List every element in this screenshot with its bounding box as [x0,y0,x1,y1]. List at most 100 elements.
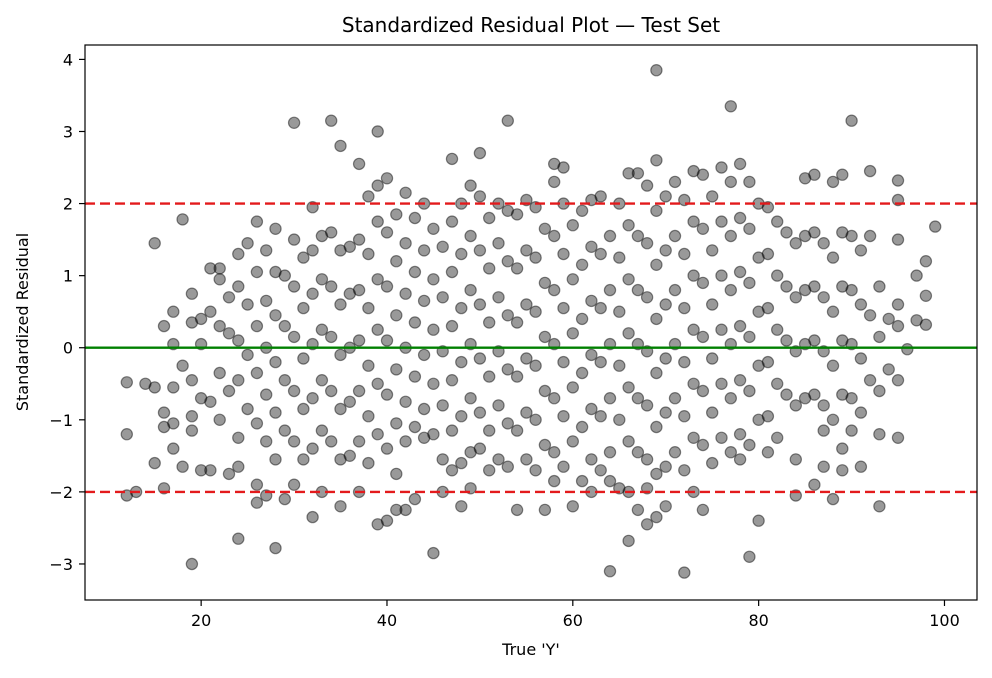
data-point [362,410,375,423]
data-point [185,557,199,571]
data-point [594,247,607,261]
data-point [232,532,245,545]
data-point [826,251,840,264]
data-point [120,428,134,441]
data-point [761,446,775,459]
data-point [743,550,756,564]
data-point [557,301,570,315]
data-point [260,388,273,401]
data-point [334,244,347,257]
data-point [325,384,338,398]
data-point [557,355,570,369]
data-point [371,323,384,336]
data-point [538,276,552,290]
data-point [566,381,580,394]
data-point [548,157,561,171]
data-point [873,280,886,293]
data-point [594,301,607,315]
data-point [529,413,542,426]
data-point [845,283,858,297]
y-tick-label: 4 [63,50,73,69]
data-point [891,319,905,333]
data-point [919,255,933,268]
data-point [724,446,738,459]
data-point [836,280,849,293]
data-point [473,190,487,203]
data-point [733,265,747,279]
data-point [287,435,301,448]
data-point [780,388,793,401]
data-point [566,435,580,448]
data-point [473,406,487,419]
data-point [548,446,561,459]
data-point [640,518,654,531]
data-point [603,229,617,243]
data-point [863,309,877,322]
data-point [696,330,710,344]
data-point [241,402,254,416]
data-point [213,319,226,333]
data-point [650,366,663,380]
data-point [724,283,738,297]
data-point [603,565,617,578]
data-point [538,384,552,398]
data-point [603,446,617,459]
data-point [501,417,514,430]
data-point [789,291,803,304]
data-point [594,464,607,477]
data-point [167,417,180,430]
data-point [780,280,793,293]
chart-title: Standardized Residual Plot — Test Set [342,13,720,37]
data-point [640,399,654,412]
data-point [399,395,412,408]
data-point [334,402,347,416]
data-point [297,251,310,264]
data-point [297,352,310,365]
data-point [380,280,394,293]
data-point [287,384,301,398]
data-point [427,546,440,560]
data-point [622,327,635,340]
data-point [761,247,775,261]
data-point [557,161,570,174]
data-point [826,359,840,372]
data-point [473,244,487,257]
data-point [715,323,728,336]
data-point [455,301,468,315]
data-point [622,534,635,548]
data-point [836,168,849,181]
data-point [390,208,403,221]
data-point [640,453,654,466]
data-point [399,435,412,448]
data-point [780,226,793,239]
data-point [752,413,765,426]
data-point [640,179,654,192]
data-point [362,301,375,315]
data-point [798,172,812,185]
data-point [492,399,505,412]
data-point [613,251,626,264]
data-point [176,213,189,226]
data-point [659,244,672,257]
data-point [808,478,821,491]
data-point [678,355,691,369]
data-point [520,352,533,365]
data-point [390,467,403,481]
data-point [752,305,765,318]
data-point [464,229,477,243]
data-point [510,262,524,275]
data-point [315,424,329,437]
data-point [836,388,849,401]
data-point [715,377,728,390]
data-point [548,392,561,405]
data-point [213,366,226,380]
data-point [278,374,291,387]
data-point [808,334,821,347]
data-point [380,514,394,527]
x-tick-label: 100 [929,611,960,630]
y-tick-label: 2 [63,195,73,214]
data-point [910,269,923,282]
data-point [520,406,533,419]
y-tick-label: 0 [63,339,73,358]
